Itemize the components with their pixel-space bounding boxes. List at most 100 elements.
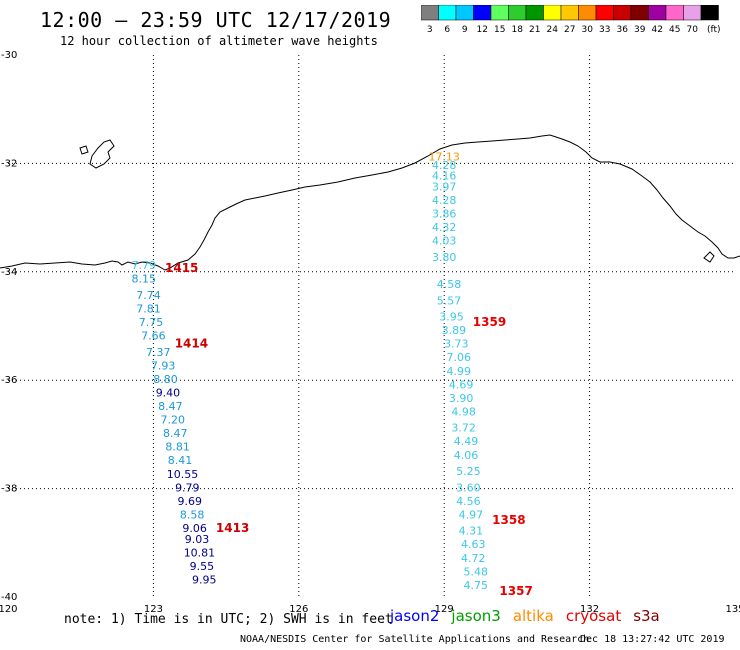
swh-value: 10.81 bbox=[184, 546, 216, 559]
swh-value: 3.90 bbox=[449, 392, 474, 405]
swh-value: 4.98 bbox=[451, 405, 476, 418]
swh-value: 9.69 bbox=[178, 495, 203, 508]
colorbar-tick-label: 18 bbox=[512, 25, 524, 35]
swh-value: 7.74 bbox=[136, 289, 161, 302]
swh-value: 4.63 bbox=[461, 538, 486, 551]
latitude-label: -38 bbox=[1, 484, 17, 495]
swh-value: 4.03 bbox=[432, 235, 457, 248]
credit-line: NOAA/NESDIS Center for Satellite Applica… bbox=[240, 634, 590, 645]
swh-value: 4.58 bbox=[437, 278, 462, 291]
swh-value: 4.28 bbox=[432, 194, 457, 207]
colorbar-tick-label: 36 bbox=[617, 25, 629, 35]
swh-value: 3.95 bbox=[439, 311, 464, 324]
swh-value: 5.57 bbox=[437, 294, 462, 307]
swh-value: 8.47 bbox=[163, 427, 188, 440]
latitude-label: -32 bbox=[1, 158, 17, 169]
swh-value: 3.80 bbox=[432, 251, 457, 264]
swh-value: 7.81 bbox=[136, 302, 161, 315]
graticule bbox=[8, 55, 735, 597]
swh-value: 4.56 bbox=[456, 495, 481, 508]
colorbar-tick-label: 45 bbox=[669, 25, 680, 35]
track-time-label: 1413 bbox=[216, 521, 249, 535]
swh-value: 4.49 bbox=[454, 435, 479, 448]
colorbar-tick-label: 33 bbox=[599, 25, 610, 35]
units-note: note: 1) Time is in UTC; 2) SWH is in fe… bbox=[64, 612, 393, 627]
satellite-tracks: 7.798.15 7.747.817.757.66 7.377.938.809.40… bbox=[131, 151, 532, 598]
colorbar-tick-label: 12 bbox=[477, 25, 488, 35]
swh-value: 3.73 bbox=[444, 338, 469, 351]
longitude-label: 129 bbox=[435, 604, 454, 615]
swh-value: 3.72 bbox=[451, 422, 476, 435]
swh-value: 8.15 bbox=[131, 273, 156, 286]
swh-value: 8.58 bbox=[180, 508, 205, 521]
latitude-label: -30 bbox=[1, 50, 17, 61]
swh-value: 4.72 bbox=[461, 552, 486, 565]
swh-value: 7.20 bbox=[161, 414, 186, 427]
map-subtitle: 12 hour collection of altimeter wave hei… bbox=[60, 34, 378, 48]
colorbar-tick-label: 30 bbox=[582, 25, 594, 35]
island-outline bbox=[79, 145, 89, 155]
colorbar-swatch bbox=[700, 5, 719, 21]
wave-height-colorbar: 3 6 9 12 15 18 21 24 27 30 33 36 39 42 45 70 (ft) bbox=[421, 5, 721, 35]
swh-value: 3.97 bbox=[432, 181, 457, 194]
swh-value: 7.37 bbox=[146, 346, 171, 359]
swh-value: 9.95 bbox=[192, 573, 217, 586]
swh-value: 8.81 bbox=[165, 441, 190, 454]
swh-value: 17.13 bbox=[428, 151, 460, 164]
colorbar-tick-label: 6 bbox=[444, 25, 450, 35]
swh-value: 9.03 bbox=[185, 533, 210, 546]
australia-coastline bbox=[0, 134, 740, 271]
colorbar-tick-label: 39 bbox=[634, 25, 646, 35]
swh-value: 4.16 bbox=[432, 170, 457, 183]
track-time-label: 1414 bbox=[175, 337, 208, 351]
longitude-label: 120 bbox=[0, 604, 18, 615]
swh-value: 4.75 bbox=[463, 579, 488, 592]
legend-entry-altika: altika bbox=[512, 607, 554, 625]
colorbar-tick-label: 15 bbox=[494, 25, 505, 35]
swh-value: 4.69 bbox=[449, 378, 474, 391]
colorbar-tick-label: (ft) bbox=[707, 25, 721, 35]
swh-value: 8.47 bbox=[158, 400, 183, 413]
latitude-label: -36 bbox=[1, 375, 17, 386]
longitude-label: 123 bbox=[144, 604, 163, 615]
swh-value: 7.06 bbox=[446, 351, 471, 364]
swh-value: 3.86 bbox=[432, 208, 457, 221]
swh-value: 8.80 bbox=[153, 373, 178, 386]
colorbar-tick-label: 21 bbox=[529, 25, 540, 35]
swh-value: 7.79 bbox=[131, 259, 156, 272]
legend-entry-jason3: jason3 bbox=[451, 607, 501, 625]
longitude-label: 126 bbox=[289, 604, 308, 615]
swh-value: 4.31 bbox=[459, 525, 484, 538]
track-time-label: 1357 bbox=[499, 584, 532, 598]
map-title: 12:00 – 23:59 UTC 12/17/2019 bbox=[40, 8, 392, 32]
swh-value: 5.25 bbox=[456, 465, 481, 478]
longitude-label: 135 bbox=[725, 604, 740, 615]
longitude-label: 132 bbox=[580, 604, 599, 615]
satellite-legend: jason2 jason3 altika cryosat s3a bbox=[390, 607, 672, 625]
swh-value: 3.89 bbox=[442, 324, 467, 337]
swh-value: 9.79 bbox=[175, 481, 200, 494]
swh-value: 4.97 bbox=[459, 508, 484, 521]
generation-timestamp: Dec 18 13:27:42 UTC 2019 bbox=[580, 634, 725, 645]
island-outline bbox=[89, 139, 115, 169]
swh-value: 8.41 bbox=[168, 454, 193, 467]
swh-value: 4.32 bbox=[432, 221, 457, 234]
track-time-label: 1358 bbox=[492, 513, 525, 527]
colorbar-tick-label: 27 bbox=[564, 25, 575, 35]
swh-value: 10.55 bbox=[167, 468, 199, 481]
colorbar-tick-label: 70 bbox=[687, 25, 699, 35]
swh-value: 9.55 bbox=[190, 560, 215, 573]
legend-entry-cryosat: cryosat bbox=[565, 607, 622, 625]
swh-value: 4.28 bbox=[432, 159, 457, 172]
latitude-label: -34 bbox=[1, 267, 17, 278]
colorbar-tick-label: 24 bbox=[547, 25, 559, 35]
swh-value: 4.99 bbox=[446, 365, 471, 378]
swh-value: 7.93 bbox=[151, 359, 176, 372]
legend-entry-jason2: jason2 bbox=[390, 607, 440, 625]
swh-value: 7.75 bbox=[139, 316, 164, 329]
track-time-label: 1415 bbox=[165, 261, 198, 275]
latitude-label: -40 bbox=[1, 592, 17, 603]
colorbar-tick-label: 9 bbox=[462, 25, 468, 35]
swh-value: 9.40 bbox=[156, 386, 181, 399]
